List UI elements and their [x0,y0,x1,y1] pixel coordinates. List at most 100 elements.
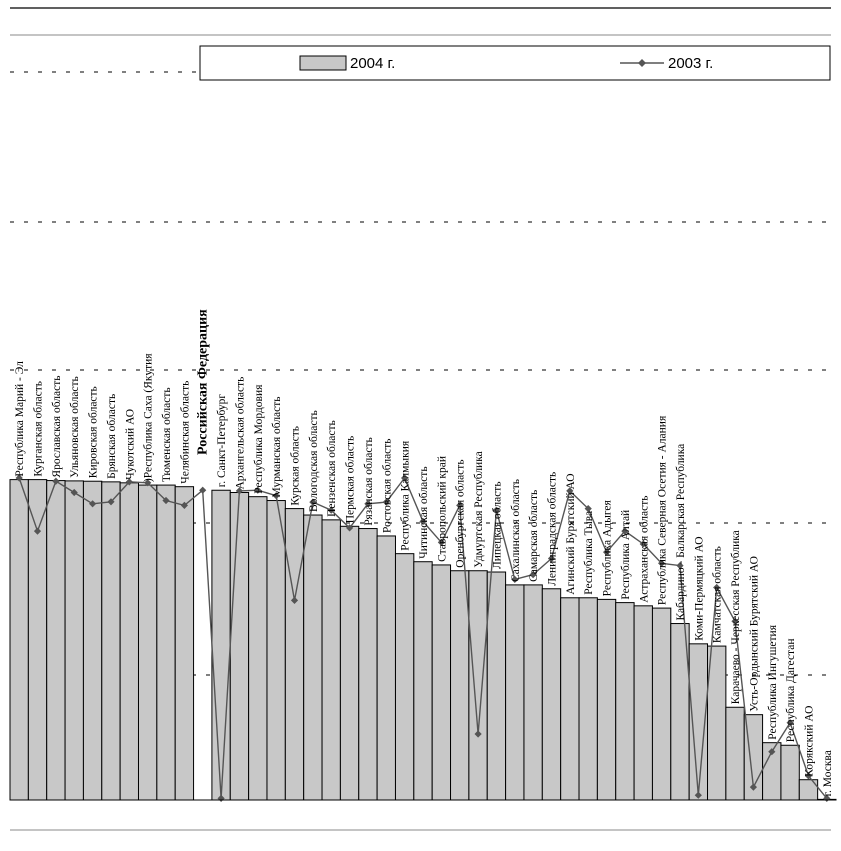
marker-2003-15 [272,492,280,500]
marker-2003-29 [529,571,537,579]
marker-2003-9 [162,496,170,505]
bar-29 [523,584,543,801]
category-label: Корякский АО [804,706,816,777]
bar-30 [541,588,562,801]
category-label: Сахалинская область [510,479,522,582]
category-label: Курская область [290,426,302,506]
marker-2003-36 [658,559,666,567]
bar-35 [633,605,653,801]
category-label: Республика Алтай [620,510,632,600]
legend: 2004 г. 2003 г. [199,45,831,81]
marker-2003-16 [290,596,299,604]
marker-2003-7 [125,478,133,486]
bar-10 [174,486,195,801]
bar-6 [101,481,121,801]
category-label: Рязанская область [363,437,375,525]
marker-2003-30 [547,554,556,563]
legend-label-2003: 2003 г. [668,55,713,72]
bar-17 [303,514,323,801]
bar-43 [780,744,800,801]
marker-2003-4 [70,488,78,497]
category-label: Архангельская область [234,377,246,490]
bar-34 [615,602,635,801]
marker-2003-3 [52,477,60,485]
bar-5 [82,480,103,801]
marker-2003-35 [639,540,647,548]
category-label: Республика Тыва [583,511,595,595]
marker-2003-11 [199,486,207,494]
bar-40 [725,706,745,801]
category-label: Челябинская область [179,381,191,484]
category-label: Республика Северная Осетия - Алания [657,415,669,605]
marker-2003-1 [15,474,23,482]
marker-2003-24 [437,538,445,546]
category-label: Ростовская область [381,438,393,533]
category-label: Российская Федерация [196,309,211,455]
category-label: Пензенская область [326,420,338,517]
bars-series-2004 [9,479,837,801]
marker-2003-28 [511,575,519,583]
bar-13 [229,491,250,801]
bar-9 [156,484,176,801]
bar-8 [137,484,158,801]
marker-2003-8 [144,479,152,487]
marker-2003-6 [107,498,115,506]
marker-2003-42 [768,748,776,756]
bar-36 [651,607,672,801]
marker-2003-40 [731,617,739,625]
marker-2003-41 [749,783,757,791]
chart-frame [10,7,831,831]
category-label: Республика Мордовия [253,384,265,494]
bar-23 [413,561,433,801]
marker-2003-43 [786,719,794,727]
bar-1 [9,479,29,801]
category-label: Тюменская область [161,387,173,482]
marker-2003-32 [584,505,592,513]
category-label: Кабардино - Балкарская Республика [675,444,687,621]
bar-14 [248,496,268,801]
category-label: Астраханская область [638,495,650,602]
marker-2003-5 [89,500,97,508]
bar-15 [266,500,286,801]
category-label: Курганская область [33,381,45,477]
category-label: Республика Адыгея [602,500,614,597]
category-label: Ярославская область [51,376,63,478]
bar-21 [376,535,396,801]
bar-33 [596,598,617,801]
marker-2003-18 [327,506,335,514]
bar-7 [119,482,139,801]
marker-2003-34 [621,527,629,535]
bar-27 [486,571,507,801]
marker-2003-19 [346,524,354,532]
category-label: Мурманская область [271,396,283,497]
category-label: )Республика Саха (Якутия [143,353,155,482]
category-label: Вологодская область [308,410,320,512]
category-label: Кировская область [88,386,100,478]
category-label: Оренбургская область [455,459,467,567]
marker-2003-23 [419,517,427,526]
category-label: г. Москва [822,750,834,796]
marker-2003-25 [456,501,464,509]
category-label: Читинская область [418,466,430,558]
category-label: Агинский Бурятский АО [565,473,577,594]
marker-2003-17 [309,498,317,506]
category-label: Карачаево - Черкесская Республика [730,530,742,704]
legend-label-2004: 2004 г. [350,55,395,72]
category-label: Ульяновская область [69,376,81,478]
marker-2003-31 [566,487,574,495]
category-label: Чукотский АО [124,409,136,480]
bar-28 [505,584,525,801]
category-label: Республика Ингушетия [767,624,779,739]
bar-22 [394,553,415,801]
bar-32 [578,597,598,801]
category-label: Липецкая область [491,481,503,569]
bar-26 [468,570,488,801]
category-label: Республика Дагестан [785,639,797,743]
marker-2003-2 [33,527,42,535]
legend-marker-swatch [638,59,646,67]
bar-3 [46,480,66,801]
marker-2003-20 [364,500,372,508]
category-label: г. Санкт-Петербург [216,394,228,488]
legend-bar-swatch [299,55,347,71]
category-label: Ставропольский край [436,456,448,562]
